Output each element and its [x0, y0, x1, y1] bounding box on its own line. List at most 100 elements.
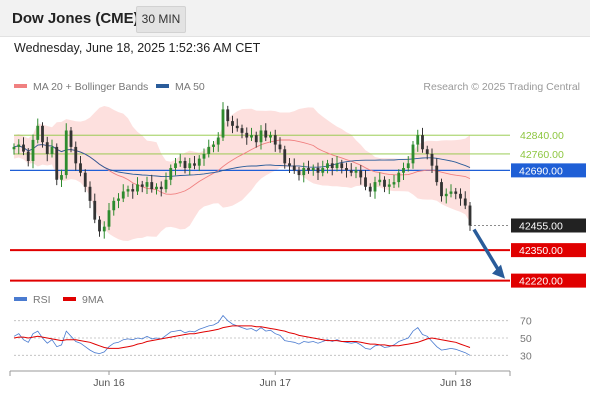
candle-body [235, 125, 239, 129]
x-tick-label: Jun 16 [93, 377, 125, 389]
candle-body [364, 177, 367, 187]
pivot-label: 42690.00 [519, 165, 563, 177]
candle-body [444, 193, 448, 197]
candle-body [197, 158, 201, 166]
candle-body [17, 144, 21, 147]
candle-body [207, 146, 211, 154]
candle-body [368, 186, 372, 192]
candle-body [316, 168, 320, 173]
candle-body [193, 163, 196, 166]
last-price-label: 42455.00 [519, 220, 563, 232]
candle-body [402, 168, 405, 173]
support-label-box [511, 243, 586, 258]
support-label: 42350.00 [519, 245, 563, 257]
candle-body [93, 200, 97, 220]
price-legend: MA 20 + Bollinger Bands MA 50 Research ©… [14, 81, 580, 93]
x-axis: Jun 16 Jun 17 Jun 18 [9, 370, 511, 389]
candle-body [140, 184, 144, 187]
candle-body [107, 210, 111, 227]
candle-body [159, 186, 163, 190]
candle-body [12, 146, 16, 150]
candle-body [435, 165, 439, 183]
rsi-panel: 70 50 30 [13, 314, 532, 362]
candle-body [150, 182, 154, 190]
rsi-line [13, 314, 471, 356]
candle-body [98, 219, 101, 232]
rsi-9ma-line [13, 325, 471, 349]
candle-body [387, 184, 391, 187]
candle-body [136, 184, 139, 192]
resistance-label: 42760.00 [520, 149, 564, 161]
last-price-box [511, 218, 586, 233]
candle-body [245, 132, 249, 138]
timeframe-button[interactable]: 30 MIN [136, 6, 186, 33]
level-labels-layer: 42840.00 42760.00 42690.00 42455.00 42350.00… [511, 130, 586, 288]
rsi-tick-label: 70 [520, 316, 532, 328]
legend-label-bb: MA 20 + Bollinger Bands [33, 81, 148, 93]
candle-body [297, 170, 301, 176]
candle-body [359, 170, 363, 178]
candle-body [31, 139, 35, 161]
candle-body [155, 186, 158, 190]
candle-body [345, 168, 348, 171]
candle-body [416, 135, 420, 145]
credit-text: Research © 2025 Trading Central [423, 81, 580, 93]
candle-body [378, 179, 382, 183]
candle-body [326, 163, 329, 169]
forecast-arrow-head [492, 264, 505, 279]
candle-body [240, 128, 244, 133]
candle-body [321, 168, 325, 173]
candle-body [354, 170, 358, 173]
candle-body [421, 135, 424, 150]
candle-body [383, 179, 386, 187]
candle-body [131, 189, 135, 192]
legend-label-9ma: 9MA [82, 294, 104, 306]
candle-body [226, 109, 230, 122]
candle-body [145, 182, 149, 187]
candle-body [64, 130, 68, 176]
forecast-arrow-shaft [472, 228, 502, 274]
candle-body [188, 163, 192, 169]
candle-body [250, 135, 253, 138]
legend-swatch-bb [14, 84, 27, 88]
bollinger-bands-layer [14, 105, 470, 241]
legend-swatch-rsi [14, 297, 27, 301]
candle-body [283, 149, 287, 164]
candles-layer [12, 102, 505, 279]
candle-body [430, 153, 434, 166]
candle-body [330, 163, 334, 169]
moving-averages-layer [13, 139, 471, 195]
rsi-legend: RSI 9MA [14, 294, 104, 306]
candle-body [254, 135, 258, 143]
legend-label-ma50: MA 50 [175, 81, 205, 93]
legend-swatch-9ma [63, 297, 76, 301]
x-tick-label: Jun 18 [440, 377, 472, 389]
candle-body [349, 170, 353, 173]
candle-body [102, 226, 106, 232]
rsi-tick-label: 50 [520, 333, 532, 345]
candle-body [397, 172, 401, 183]
candle-body [55, 146, 59, 180]
candle-body [264, 130, 268, 138]
candle-body [178, 160, 182, 164]
candle-body [288, 163, 291, 166]
candle-body [212, 144, 215, 147]
candle-body [183, 160, 187, 169]
candle-body [307, 168, 310, 171]
candle-body [88, 186, 92, 201]
candle-body [273, 135, 277, 145]
candle-body [174, 163, 177, 169]
candle-body [340, 163, 344, 169]
resistance-label: 42840.00 [520, 130, 564, 142]
candle-body [83, 172, 87, 187]
candle-body [269, 135, 272, 138]
candle-body [22, 144, 25, 152]
candle-body [449, 191, 453, 194]
candle-body [454, 191, 458, 194]
candle-body [292, 165, 296, 171]
candle-body [440, 182, 443, 197]
candle-body [202, 153, 206, 159]
candle-body [406, 163, 410, 169]
candle-body [117, 198, 120, 201]
